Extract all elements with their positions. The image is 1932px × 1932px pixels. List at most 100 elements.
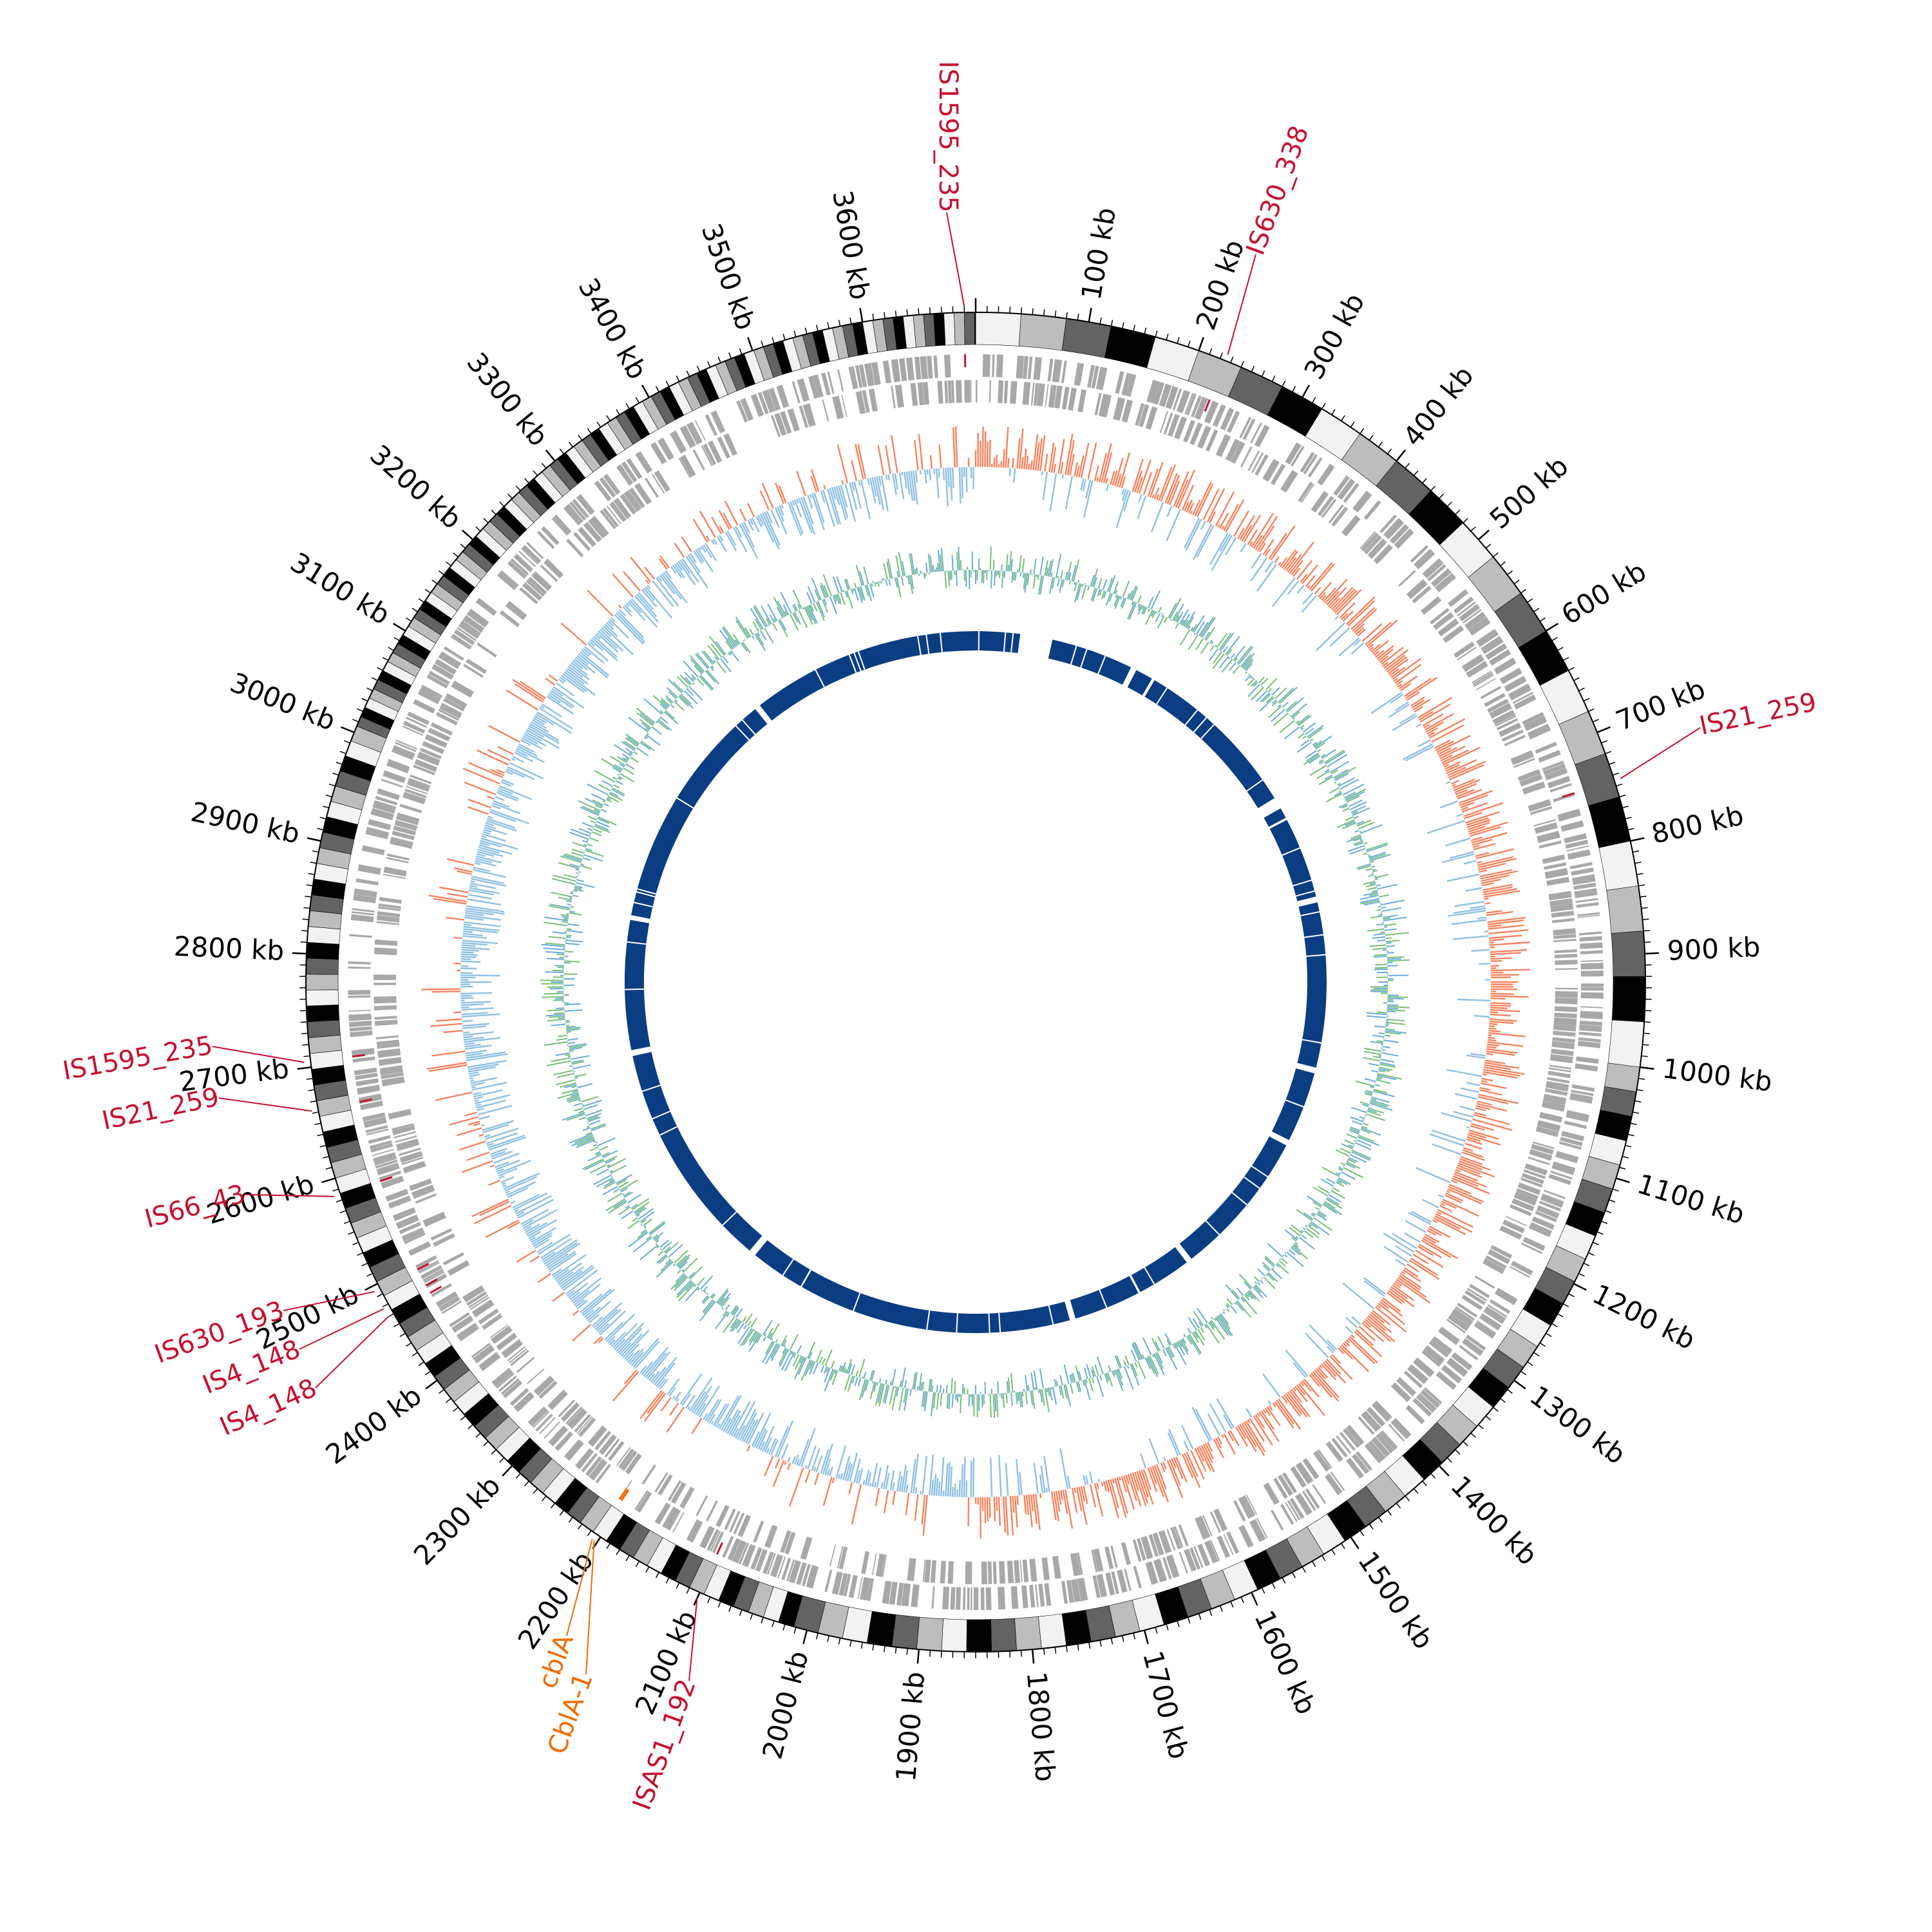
gene-feature <box>1552 1037 1575 1043</box>
minor-tick <box>314 1122 321 1125</box>
gene-feature <box>1489 649 1511 666</box>
gene-feature <box>1564 1121 1587 1130</box>
gene-feature <box>348 1009 372 1012</box>
gc-content-line-alt <box>541 547 1409 1417</box>
minor-tick <box>483 518 489 524</box>
gene-feature <box>600 509 616 529</box>
minor-tick <box>717 356 721 363</box>
gene-feature <box>971 1587 972 1610</box>
gene-feature <box>1553 928 1576 936</box>
gene-feature <box>1383 518 1405 540</box>
gene-feature <box>905 357 914 381</box>
minor-tick <box>568 1517 574 1523</box>
minor-tick <box>761 340 764 347</box>
minor-tick <box>1396 1502 1401 1509</box>
minor-tick <box>1601 1220 1608 1224</box>
gene-feature <box>1537 1120 1561 1132</box>
gene-feature <box>1191 395 1202 418</box>
band-segment <box>306 1004 340 1023</box>
minor-tick <box>815 1633 819 1640</box>
minor-tick <box>1583 1262 1590 1267</box>
gene-feature <box>907 1558 916 1582</box>
gene-feature <box>1061 1580 1068 1604</box>
minor-tick <box>1302 1566 1306 1573</box>
band-segment <box>990 1618 1017 1653</box>
gene-feature <box>1410 545 1429 563</box>
minor-tick <box>616 1549 620 1555</box>
minor-tick <box>325 794 332 798</box>
minor-tick <box>348 1231 355 1235</box>
gene-feature <box>431 1283 452 1297</box>
minor-tick <box>1507 570 1513 576</box>
gene-feature <box>1373 544 1393 565</box>
gene-feature <box>1285 442 1302 465</box>
gene-feature <box>370 1143 393 1153</box>
gene-feature <box>1173 1526 1184 1548</box>
gene-feature <box>1529 1149 1553 1161</box>
gene-feature <box>1499 667 1522 685</box>
gene-feature <box>362 1112 386 1122</box>
gene-feature <box>404 1232 426 1244</box>
gene-feature <box>976 380 978 403</box>
gene-feature <box>712 1531 724 1553</box>
minor-tick <box>1032 308 1034 315</box>
gene-feature <box>1527 723 1551 740</box>
minor-tick <box>1321 402 1326 410</box>
gene-feature <box>1544 862 1567 870</box>
gene-feature <box>1522 712 1544 725</box>
minor-tick <box>1166 334 1169 341</box>
gene-feature <box>774 413 787 436</box>
major-tick <box>321 1177 336 1184</box>
gene-feature <box>1555 967 1578 971</box>
gene-feature <box>1194 396 1209 420</box>
block-separator <box>1129 1275 1140 1293</box>
gene-feature <box>1539 840 1562 849</box>
gene-feature <box>662 1506 676 1528</box>
gene-feature <box>533 1411 550 1428</box>
gene-feature <box>395 1138 420 1151</box>
gene-feature <box>1121 1542 1131 1566</box>
gene-feature <box>1546 876 1570 886</box>
gene-feature <box>1038 1584 1045 1607</box>
gene-feature <box>422 1269 444 1282</box>
block-separator <box>1080 649 1088 668</box>
minor-tick <box>1644 941 1651 943</box>
gene-feature <box>349 1026 372 1032</box>
minor-tick <box>872 1643 875 1651</box>
minor-tick <box>815 325 819 332</box>
minor-tick <box>838 1638 841 1645</box>
annotation-marker <box>618 1488 628 1500</box>
gene-feature <box>768 387 781 411</box>
gene-feature <box>922 1559 926 1582</box>
gene-feature <box>740 398 754 421</box>
gene-feature <box>858 364 867 388</box>
minor-tick <box>366 1273 373 1277</box>
gene-feature <box>348 961 371 965</box>
gene-feature <box>1358 1416 1375 1435</box>
minor-tick <box>761 1617 764 1624</box>
gene-feature <box>350 914 374 923</box>
gene-feature <box>589 515 609 538</box>
gene-feature <box>1422 558 1444 579</box>
minor-tick <box>1311 397 1316 404</box>
gene-feature <box>1247 450 1260 471</box>
minor-tick <box>1578 1273 1585 1277</box>
gene-feature <box>1446 1318 1466 1334</box>
gene-feature <box>477 642 497 658</box>
gene-feature <box>776 384 790 408</box>
gene-feature <box>1379 1431 1397 1450</box>
conserved-block <box>1297 902 1327 1068</box>
minor-tick <box>1539 617 1546 622</box>
gene-feature <box>1307 457 1323 478</box>
block-separator <box>988 1313 990 1333</box>
minor-tick <box>1619 794 1626 798</box>
gene-feature <box>1578 1031 1602 1037</box>
minor-tick <box>357 708 364 712</box>
gene-feature <box>1548 891 1572 901</box>
gene-feature <box>1021 1585 1028 1609</box>
gene-feature <box>1230 441 1245 464</box>
minor-tick <box>1422 1481 1427 1486</box>
minor-tick <box>550 1502 556 1509</box>
minor-tick <box>328 783 336 787</box>
